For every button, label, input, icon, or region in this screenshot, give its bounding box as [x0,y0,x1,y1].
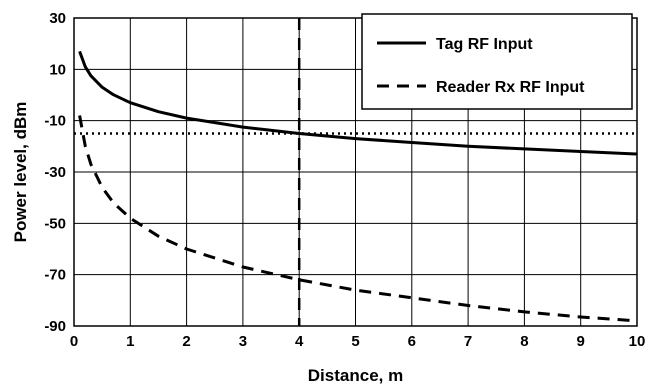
x-tick-label: 5 [351,333,359,350]
x-tick-label: 8 [520,333,528,350]
x-tick-label: 3 [239,333,247,350]
data-series [78,50,638,323]
x-tick-label: 9 [577,333,585,350]
y-tick-label: -70 [44,267,66,284]
tick-labels: 0 1 2 3 4 5 6 7 8 9 10 30 10 -10 -30 -50 -70 -90 [44,10,645,350]
legend: Tag RF Input Reader Rx RF Input [361,13,633,110]
x-tick-label: 0 [70,333,78,350]
x-tick-label: 2 [182,333,190,350]
y-tick-label: -30 [44,164,66,181]
x-tick-label: 4 [295,333,304,350]
y-axis-label: Power level, dBm [11,102,30,243]
x-tick-label: 10 [629,333,646,350]
x-tick-label: 6 [408,333,416,350]
x-tick-label: 1 [126,333,134,350]
y-tick-label: -50 [44,215,66,232]
y-tick-label: 30 [49,10,66,27]
plot-area-frame [73,17,638,327]
y-tick-label: 10 [49,61,66,78]
x-axis-label: Distance, m [308,366,403,385]
y-tick-label: -90 [44,318,66,335]
y-tick-label: -10 [44,113,66,130]
series-line-1 [78,50,638,156]
series-line-2 [78,115,638,323]
x-tick-label: 7 [464,333,472,350]
legend-label-2: Reader Rx RF Input [436,79,585,96]
legend-box [361,13,633,110]
reference-lines [74,18,637,326]
legend-label-1: Tag RF Input [436,36,533,53]
